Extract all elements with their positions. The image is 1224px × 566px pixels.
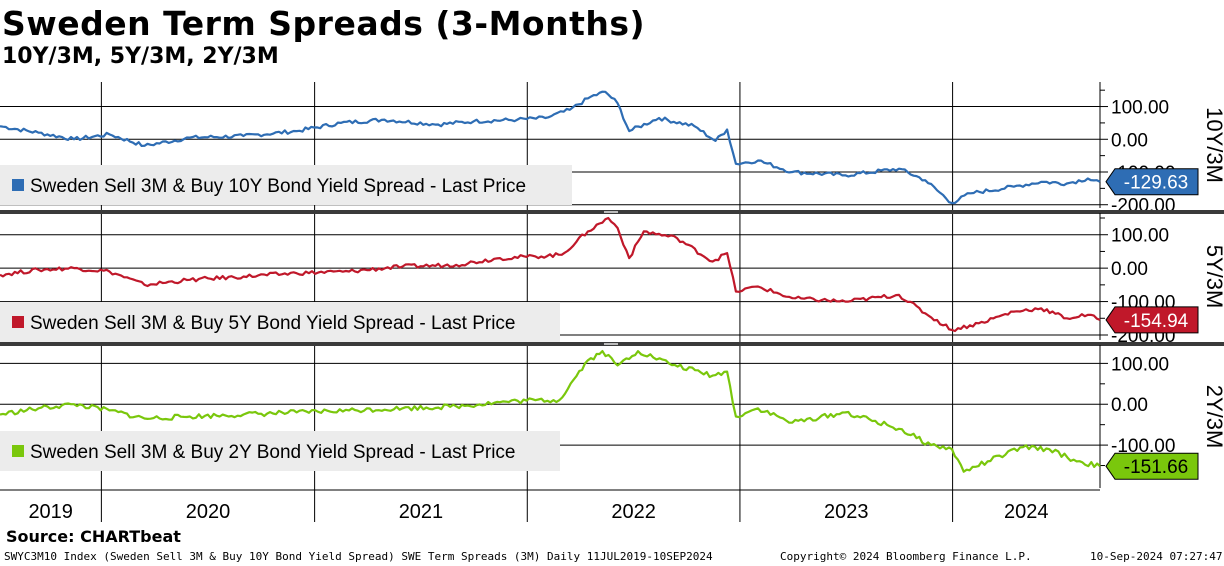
last-price-tag — [1105, 168, 1199, 196]
year-tick-label: 2020 — [186, 501, 231, 523]
year-tick-label: 2022 — [611, 501, 656, 523]
year-tick-label: 2024 — [1004, 501, 1049, 523]
chart-title: Sweden Term Spreads (3-Months) — [2, 4, 646, 43]
y-tick-label: 100.00 — [1111, 226, 1169, 247]
y-tick-label: 0.00 — [1111, 395, 1148, 416]
separator-handle — [604, 211, 618, 213]
year-tick-label: 2021 — [399, 501, 444, 523]
y-tick-label: 100.00 — [1111, 354, 1169, 375]
y-tick-label: 0.00 — [1111, 130, 1148, 151]
series-line — [0, 90, 1101, 205]
legend-box — [0, 431, 560, 471]
legend-label: Sweden Sell 3M & Buy 10Y Bond Yield Spre… — [30, 176, 526, 197]
year-tick-label: 2019 — [28, 501, 73, 523]
chart-subtitle: 10Y/3M, 5Y/3M, 2Y/3M — [2, 44, 279, 69]
legend-swatch — [12, 445, 24, 457]
legend-swatch — [12, 179, 24, 191]
legend-box — [0, 302, 560, 342]
last-price-value: -129.63 — [1124, 173, 1188, 194]
copyright-label: Copyright© 2024 Bloomberg Finance L.P. — [780, 550, 1032, 563]
timestamp-label: 10-Sep-2024 07:27:47 — [1090, 550, 1223, 563]
y-tick-label: 100.00 — [1111, 98, 1169, 119]
panel-axis-label: 5Y/3M — [1202, 245, 1224, 309]
legend-label: Sweden Sell 3M & Buy 5Y Bond Yield Sprea… — [30, 313, 515, 334]
y-tick-label: -100.00 — [1111, 436, 1175, 457]
security-description: SWYC3M10 Index (Sweden Sell 3M & Buy 10Y… — [4, 550, 713, 563]
source-label: Source: CHARTbeat — [6, 527, 181, 546]
panel-3: 100.00 0.00 -100.00 Sweden Sell 3M & Buy 2Y… — [0, 345, 1224, 488]
y-tick-label: 0.00 — [1111, 259, 1148, 280]
legend-label: Sweden Sell 3M & Buy 2Y Bond Yield Sprea… — [30, 442, 515, 463]
legend-box — [0, 165, 572, 205]
last-price-tag — [1105, 452, 1199, 480]
last-price-value: -154.94 — [1124, 311, 1189, 332]
panel-axis-label: 10Y/3M — [1202, 107, 1224, 183]
series-line — [0, 350, 1101, 473]
last-price-value: -151.66 — [1124, 457, 1188, 478]
panel-axis-label: 2Y/3M — [1202, 385, 1224, 449]
last-price-tag — [1105, 306, 1199, 334]
legend-swatch — [12, 316, 24, 328]
series-line — [0, 216, 1101, 333]
year-tick-label: 2023 — [824, 501, 869, 523]
separator-handle — [604, 343, 618, 345]
